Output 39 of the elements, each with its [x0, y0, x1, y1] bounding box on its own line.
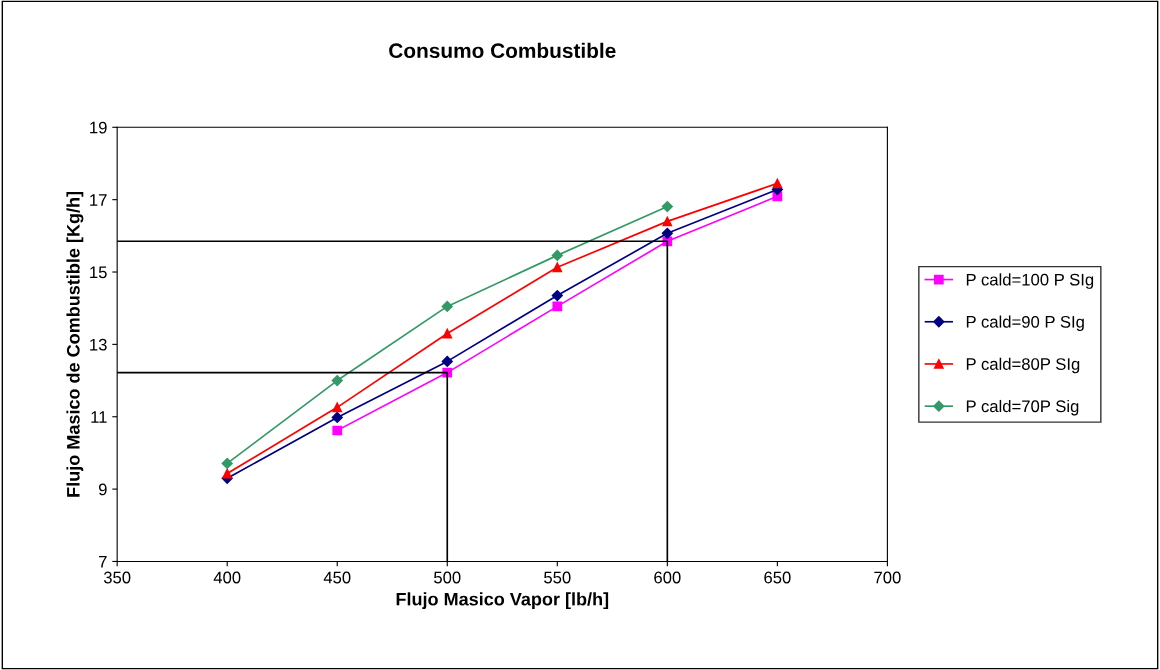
y-tick-label: 7: [99, 556, 107, 568]
y-tick-label: 15: [90, 266, 107, 279]
x-tick-label: 700: [874, 571, 901, 584]
point: [332, 402, 343, 413]
y-tick-label: 17: [90, 194, 107, 206]
chart-title: Consumo Combustible: [389, 42, 616, 59]
x-tick-label: 350: [103, 571, 131, 584]
x-axis-title: Flujo Masico Vapor [lb/h]: [396, 592, 609, 610]
point: [552, 262, 563, 273]
point: [332, 425, 343, 436]
point: [551, 249, 563, 261]
point: [661, 200, 673, 213]
point: [222, 468, 233, 479]
point: [772, 178, 783, 189]
y-tick-label: 9: [98, 483, 107, 496]
y-axis-title: Flujo Masico de Combustible [Kg/h]: [66, 191, 84, 497]
x-tick-label: 500: [434, 571, 461, 584]
point: [442, 328, 453, 339]
point: [551, 289, 563, 302]
point: [552, 301, 563, 312]
point: [441, 355, 453, 367]
y-tick-label: 11: [91, 411, 107, 423]
point: [221, 457, 233, 470]
x-tick-label: 650: [764, 571, 791, 584]
legend-label: P cald=90 P SIg: [966, 315, 1084, 332]
legend-label: P cald=70P Sig: [966, 399, 1079, 416]
point: [331, 411, 343, 424]
x-tick-label: 450: [323, 571, 351, 584]
y-tick-label: 19: [90, 121, 107, 134]
legend-label: P cald=80P SIg: [966, 357, 1080, 374]
point: [331, 374, 343, 387]
legend-label: P cald=100 P SIg: [966, 273, 1094, 289]
x-tick-label: 400: [213, 571, 241, 584]
y-tick-label: 13: [90, 338, 107, 351]
point: [441, 300, 453, 312]
x-tick-label: 550: [544, 571, 571, 584]
x-tick-label: 600: [654, 571, 681, 584]
point: [662, 216, 673, 227]
point: [661, 227, 673, 239]
